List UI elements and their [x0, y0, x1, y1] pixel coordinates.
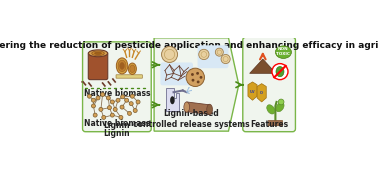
FancyBboxPatch shape	[160, 62, 193, 85]
Ellipse shape	[94, 52, 101, 55]
Circle shape	[197, 81, 200, 83]
Circle shape	[186, 68, 204, 87]
FancyBboxPatch shape	[243, 37, 296, 132]
Ellipse shape	[276, 67, 284, 77]
FancyBboxPatch shape	[82, 42, 151, 132]
Circle shape	[130, 94, 134, 98]
Ellipse shape	[276, 46, 291, 58]
Polygon shape	[249, 59, 276, 73]
Ellipse shape	[207, 104, 212, 115]
Circle shape	[278, 99, 284, 105]
Circle shape	[191, 90, 192, 91]
Text: Lignin: Lignin	[104, 121, 130, 130]
Circle shape	[188, 87, 190, 88]
Text: UV: UV	[250, 90, 255, 94]
Circle shape	[93, 113, 97, 117]
Circle shape	[192, 79, 194, 82]
Polygon shape	[248, 82, 257, 100]
Circle shape	[129, 102, 133, 106]
Ellipse shape	[129, 63, 136, 75]
Ellipse shape	[88, 50, 108, 57]
Circle shape	[188, 93, 190, 94]
Text: O: O	[260, 91, 263, 95]
Text: Native biomass: Native biomass	[84, 119, 150, 128]
Circle shape	[91, 104, 95, 108]
Circle shape	[133, 109, 137, 113]
Ellipse shape	[116, 58, 128, 74]
Ellipse shape	[130, 65, 135, 72]
Circle shape	[120, 105, 124, 109]
Polygon shape	[257, 84, 266, 102]
Ellipse shape	[120, 62, 124, 69]
Circle shape	[110, 100, 114, 104]
Circle shape	[191, 73, 194, 76]
Circle shape	[119, 115, 123, 119]
Polygon shape	[166, 88, 179, 110]
Circle shape	[102, 115, 106, 119]
Text: Empowering the reduction of pesticide application and enhancing efficacy in agri: Empowering the reduction of pesticide ap…	[0, 41, 378, 50]
Ellipse shape	[170, 96, 175, 104]
Text: NON
TOXIC: NON TOXIC	[276, 47, 290, 56]
Ellipse shape	[276, 102, 284, 112]
Text: Lignin: Lignin	[104, 129, 130, 138]
Ellipse shape	[118, 60, 126, 72]
Ellipse shape	[267, 105, 275, 114]
Circle shape	[101, 93, 105, 96]
FancyBboxPatch shape	[268, 121, 283, 126]
FancyBboxPatch shape	[116, 75, 143, 78]
Polygon shape	[154, 38, 239, 131]
Circle shape	[96, 96, 100, 100]
Ellipse shape	[92, 51, 104, 56]
Circle shape	[116, 98, 120, 102]
Polygon shape	[187, 102, 209, 115]
Circle shape	[107, 106, 112, 110]
Circle shape	[99, 107, 103, 111]
Circle shape	[215, 48, 223, 56]
Text: Lignin-based
controlled release systems: Lignin-based controlled release systems	[133, 109, 249, 129]
Circle shape	[110, 113, 114, 117]
Circle shape	[136, 100, 140, 104]
Circle shape	[106, 96, 110, 100]
Circle shape	[161, 46, 178, 62]
Circle shape	[91, 98, 95, 102]
FancyBboxPatch shape	[88, 53, 108, 80]
Text: Features: Features	[250, 120, 288, 129]
Ellipse shape	[184, 102, 190, 112]
Circle shape	[221, 55, 230, 64]
Circle shape	[196, 72, 199, 75]
Circle shape	[125, 98, 129, 102]
FancyBboxPatch shape	[198, 45, 228, 68]
Circle shape	[200, 76, 203, 79]
Circle shape	[121, 95, 125, 99]
Circle shape	[199, 49, 209, 60]
Circle shape	[113, 107, 117, 111]
Circle shape	[87, 94, 91, 98]
Circle shape	[272, 64, 288, 80]
Text: Native biomass: Native biomass	[84, 89, 150, 98]
Circle shape	[127, 111, 132, 115]
